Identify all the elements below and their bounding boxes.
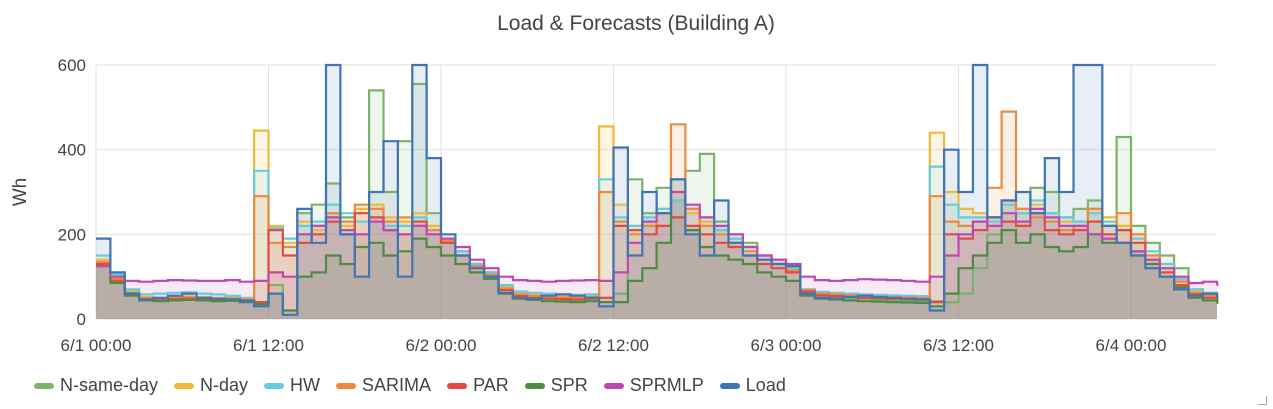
y-tick-label: 200 <box>58 225 86 244</box>
legend: N-same-day N-day HW SARIMA PAR SPR SPRMLP Load <box>34 375 802 396</box>
legend-label: SARIMA <box>362 375 432 395</box>
legend-item-n-same-day[interactable]: N-same-day <box>34 375 158 396</box>
legend-label: SPRMLP <box>629 375 704 395</box>
legend-item-sarima[interactable]: SARIMA <box>336 375 431 396</box>
x-tick-label: 6/4 00:00 <box>1096 336 1167 355</box>
legend-label: PAR <box>473 375 509 395</box>
axis-labels: 0 200 400 600 6/1 00:00 6/1 12:00 6/2 00:00 6/2… <box>58 56 1167 355</box>
legend-label: N-same-day <box>60 375 159 395</box>
resize-handle[interactable] <box>1258 396 1267 405</box>
x-tick-label: 6/3 12:00 <box>923 336 994 355</box>
legend-item-load[interactable]: Load <box>719 375 786 396</box>
legend-swatch <box>524 382 545 389</box>
series-lines <box>96 63 1219 316</box>
legend-label: N-day <box>200 375 249 395</box>
y-tick-label: 0 <box>77 310 86 329</box>
legend-label: SPR <box>550 375 588 395</box>
x-tick-label: 6/3 00:00 <box>751 336 822 355</box>
legend-item-n-day[interactable]: N-day <box>174 375 248 396</box>
legend-swatch <box>174 382 195 389</box>
legend-item-hw[interactable]: HW <box>264 375 320 396</box>
chart-title: Load & Forecasts (Building A) <box>497 12 775 35</box>
legend-label: HW <box>290 375 321 395</box>
legend-swatch <box>719 382 740 389</box>
legend-item-sprmlp[interactable]: SPRMLP <box>603 375 704 396</box>
legend-swatch <box>264 382 285 389</box>
y-axis-label: Wh <box>10 178 31 207</box>
legend-item-par[interactable]: PAR <box>447 375 509 396</box>
legend-swatch <box>447 382 468 389</box>
series-line-load[interactable] <box>96 63 1219 316</box>
x-tick-label: 6/2 00:00 <box>406 336 477 355</box>
y-tick-label: 600 <box>58 56 86 75</box>
legend-swatch <box>34 382 54 389</box>
x-tick-label: 6/1 00:00 <box>61 336 132 355</box>
legend-label: Load <box>745 375 786 395</box>
legend-item-spr[interactable]: SPR <box>524 375 588 396</box>
x-tick-label: 6/2 12:00 <box>578 336 649 355</box>
legend-swatch <box>603 382 624 389</box>
x-tick-label: 6/1 12:00 <box>233 336 304 355</box>
legend-swatch <box>336 382 357 389</box>
y-tick-label: 400 <box>58 141 86 160</box>
series-fill-load <box>96 65 1218 319</box>
